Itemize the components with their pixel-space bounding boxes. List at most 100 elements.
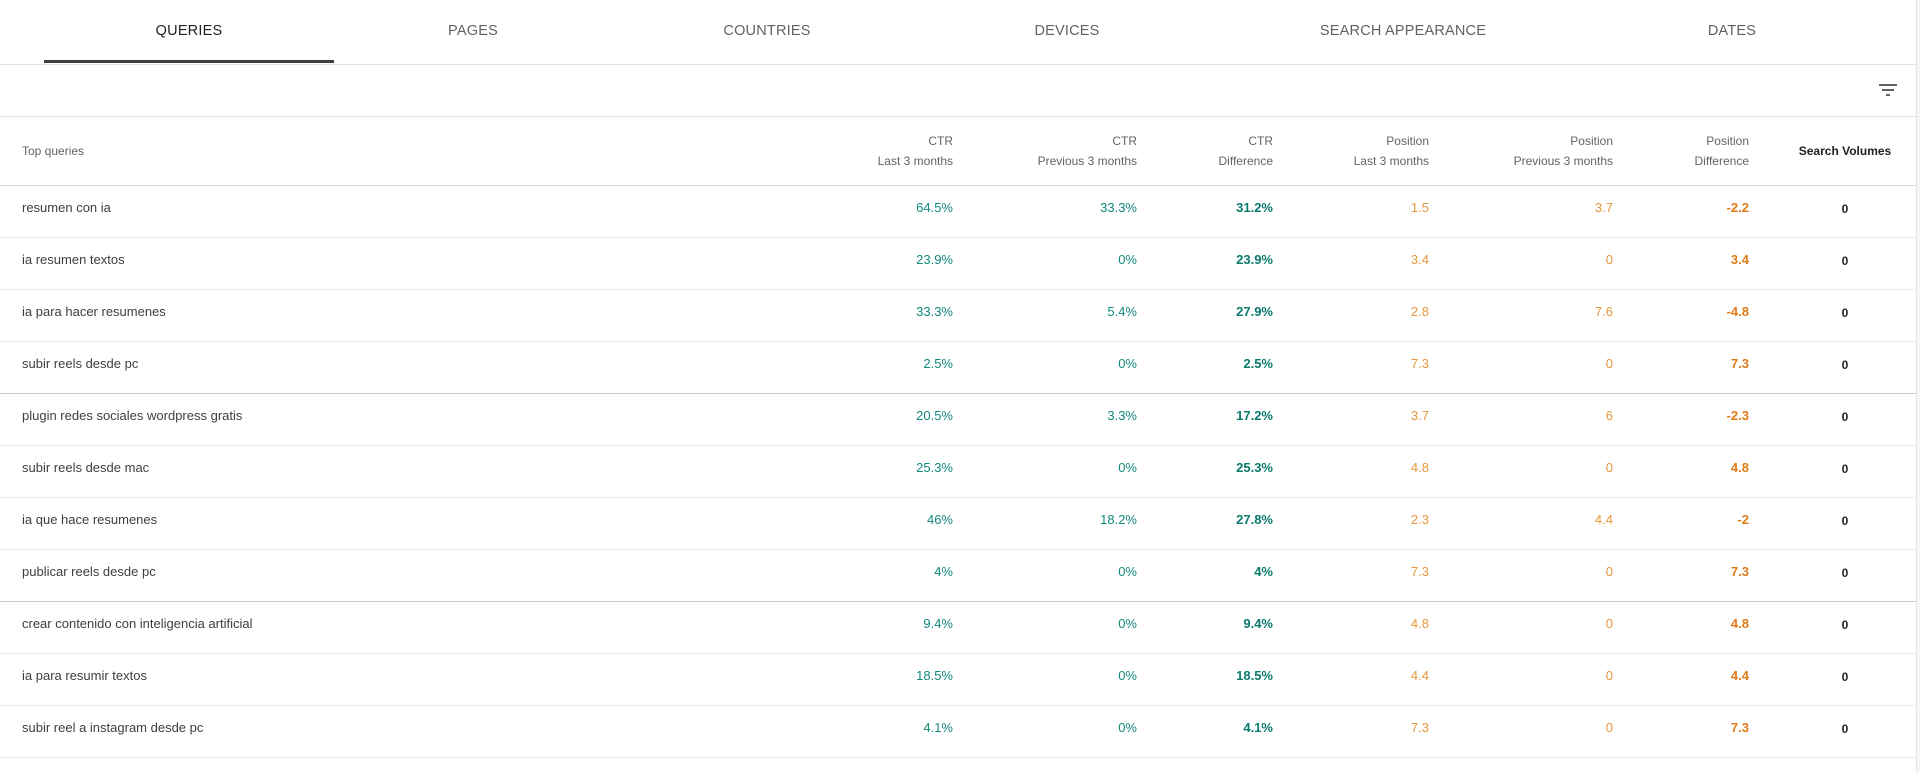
column-header-ctr-last[interactable]: CTR Last 3 months: [878, 117, 953, 185]
header-sublabel: Previous 3 months: [1513, 154, 1613, 168]
search-volume-cell: 0: [1841, 670, 1849, 684]
position-last-cell: 4.8: [1410, 460, 1429, 475]
table-row[interactable]: ia que hace resumenes 46% 18.2% 27.8% 2.3 4.4…: [0, 498, 1916, 550]
ctr-difference-cell: 31.2%: [1236, 200, 1273, 215]
table-row[interactable]: subir reels desde mac 25.3% 0% 25.3% 4.8 0 4.8…: [0, 446, 1916, 498]
position-previous-cell: 0: [1605, 564, 1613, 579]
column-header-position-difference[interactable]: Position Difference: [1695, 117, 1749, 185]
query-cell: resumen con ia: [22, 200, 111, 215]
table-body: resumen con ia 64.5% 33.3% 31.2% 1.5 3.7 -2.2 0…: [0, 186, 1916, 772]
filter-icon[interactable]: [1876, 78, 1900, 102]
position-last-cell: 3.7: [1410, 408, 1429, 423]
table-row[interactable]: publicar reels desde pc 4% 0% 4% 7.3 0 7.3 0: [0, 550, 1916, 602]
ctr-difference-cell: 4.1%: [1243, 720, 1273, 735]
ctr-difference-cell: 4.2%: [1243, 758, 1273, 772]
search-volume-cell: 0: [1841, 254, 1849, 268]
position-difference-cell: -2.2: [1726, 200, 1749, 215]
position-difference-cell: 7.3: [1730, 356, 1749, 371]
table-row[interactable]: subir reels a instagram desde pc 4.2% 0% 4.…: [0, 758, 1916, 772]
query-cell: subir reels a instagram desde pc: [22, 758, 210, 772]
ctr-last-cell: 64.5%: [916, 200, 953, 215]
ctr-last-cell: 33.3%: [916, 304, 953, 319]
ctr-last-cell: 25.3%: [916, 460, 953, 475]
position-difference-cell: 4.4: [1730, 668, 1749, 683]
position-last-cell: 7.3: [1410, 356, 1429, 371]
header-sublabel: Last 3 months: [877, 154, 953, 168]
table-row[interactable]: subir reel a instagram desde pc 4.1% 0% 4.1…: [0, 706, 1916, 758]
table-row[interactable]: subir reels desde pc 2.5% 0% 2.5% 7.3 0 7.3 0: [0, 342, 1916, 394]
search-volume-cell: 0: [1841, 462, 1849, 476]
position-previous-cell: 0: [1605, 252, 1613, 267]
table-row[interactable]: plugin redes sociales wordpress gratis 20…: [0, 394, 1916, 446]
ctr-last-cell: 4.2%: [923, 758, 953, 772]
tab-pages[interactable]: PAGES: [448, 23, 498, 39]
column-header-search-volumes[interactable]: Search Volumes: [1790, 117, 1900, 185]
tab-search-appearance[interactable]: SEARCH APPEARANCE: [1319, 23, 1487, 39]
header-label: Position: [1386, 134, 1429, 148]
header-label: CTR: [1248, 134, 1273, 148]
ctr-previous-cell: 0%: [1118, 356, 1137, 371]
query-cell: plugin redes sociales wordpress gratis: [22, 408, 243, 423]
position-previous-cell: 6: [1605, 408, 1613, 423]
ctr-previous-cell: 5.4%: [1107, 304, 1137, 319]
position-previous-cell: 7.6: [1594, 304, 1613, 319]
column-header-position-previous[interactable]: Position Previous 3 months: [1514, 117, 1613, 185]
ctr-previous-cell: 0%: [1118, 720, 1137, 735]
position-difference-cell: -2.3: [1726, 408, 1749, 423]
header-label: Search Volumes: [1798, 144, 1892, 158]
position-previous-cell: 3.7: [1594, 200, 1613, 215]
ctr-last-cell: 2.5%: [923, 356, 953, 371]
ctr-previous-cell: 18.2%: [1100, 512, 1137, 527]
tab-dates[interactable]: DATES: [1707, 23, 1757, 39]
ctr-previous-cell: 3.3%: [1107, 408, 1137, 423]
table-row[interactable]: crear contenido con inteligencia artific…: [0, 602, 1916, 654]
ctr-difference-cell: 27.9%: [1236, 304, 1273, 319]
query-cell: publicar reels desde pc: [22, 564, 156, 579]
ctr-last-cell: 46%: [926, 512, 953, 527]
table-row[interactable]: ia resumen textos 23.9% 0% 23.9% 3.4 0 3.4 0: [0, 238, 1916, 290]
position-difference-cell: -4.8: [1726, 304, 1749, 319]
table-row[interactable]: ia para resumir textos 18.5% 0% 18.5% 4.4 0 4.…: [0, 654, 1916, 706]
search-volume-cell: 0: [1790, 758, 1900, 772]
column-header-ctr-difference[interactable]: CTR Difference: [1219, 117, 1273, 185]
query-cell: ia que hace resumenes: [22, 512, 158, 527]
table-header: Top queries CTR Last 3 months CTR Previo…: [0, 117, 1916, 186]
search-volume-cell: 0: [1841, 358, 1849, 372]
search-volume-cell: 0: [1841, 514, 1849, 528]
position-difference-cell: -2: [1737, 512, 1749, 527]
ctr-previous-cell: 0%: [1118, 252, 1137, 267]
header-label: Position: [1570, 134, 1613, 148]
position-last-cell: 4.4: [1410, 668, 1429, 683]
ctr-last-cell: 9.4%: [923, 616, 953, 631]
search-volume-cell: 0: [1841, 306, 1849, 320]
header-label: CTR: [1112, 134, 1137, 148]
position-difference-cell: 3.4: [1730, 252, 1749, 267]
ctr-previous-cell: 33.3%: [1100, 200, 1137, 215]
position-previous-cell: 0: [1606, 758, 1613, 772]
position-previous-cell: 0: [1605, 460, 1613, 475]
header-sublabel: Difference: [1694, 154, 1749, 168]
column-header-ctr-previous[interactable]: CTR Previous 3 months: [1038, 117, 1137, 185]
query-cell: subir reel a instagram desde pc: [22, 720, 204, 735]
tab-queries[interactable]: QUERIES: [155, 23, 223, 39]
column-header-position-last[interactable]: Position Last 3 months: [1354, 117, 1429, 185]
position-previous-cell: 0: [1605, 668, 1613, 683]
position-difference-cell: 4.8: [1730, 616, 1749, 631]
ctr-last-cell: 23.9%: [916, 252, 953, 267]
table-row[interactable]: resumen con ia 64.5% 33.3% 31.2% 1.5 3.7 -2.2 0: [0, 186, 1916, 238]
position-difference-cell: 7.3: [1730, 564, 1749, 579]
position-previous-cell: 0: [1605, 356, 1613, 371]
ctr-previous-cell: 0%: [1118, 564, 1137, 579]
query-cell: subir reels desde mac: [22, 460, 150, 475]
search-volume-cell: 0: [1841, 618, 1849, 632]
column-header-top-queries[interactable]: Top queries: [22, 117, 322, 185]
search-volume-cell: 0: [1841, 410, 1849, 424]
table-row[interactable]: ia para hacer resumenes 33.3% 5.4% 27.9% 2.8…: [0, 290, 1916, 342]
ctr-previous-cell: 0%: [1118, 758, 1137, 772]
search-volume-cell: 0: [1841, 202, 1849, 216]
tab-countries[interactable]: COUNTRIES: [723, 23, 811, 39]
header-label: Top queries: [22, 144, 85, 158]
ctr-difference-cell: 25.3%: [1236, 460, 1273, 475]
tab-devices[interactable]: DEVICES: [1034, 23, 1100, 39]
